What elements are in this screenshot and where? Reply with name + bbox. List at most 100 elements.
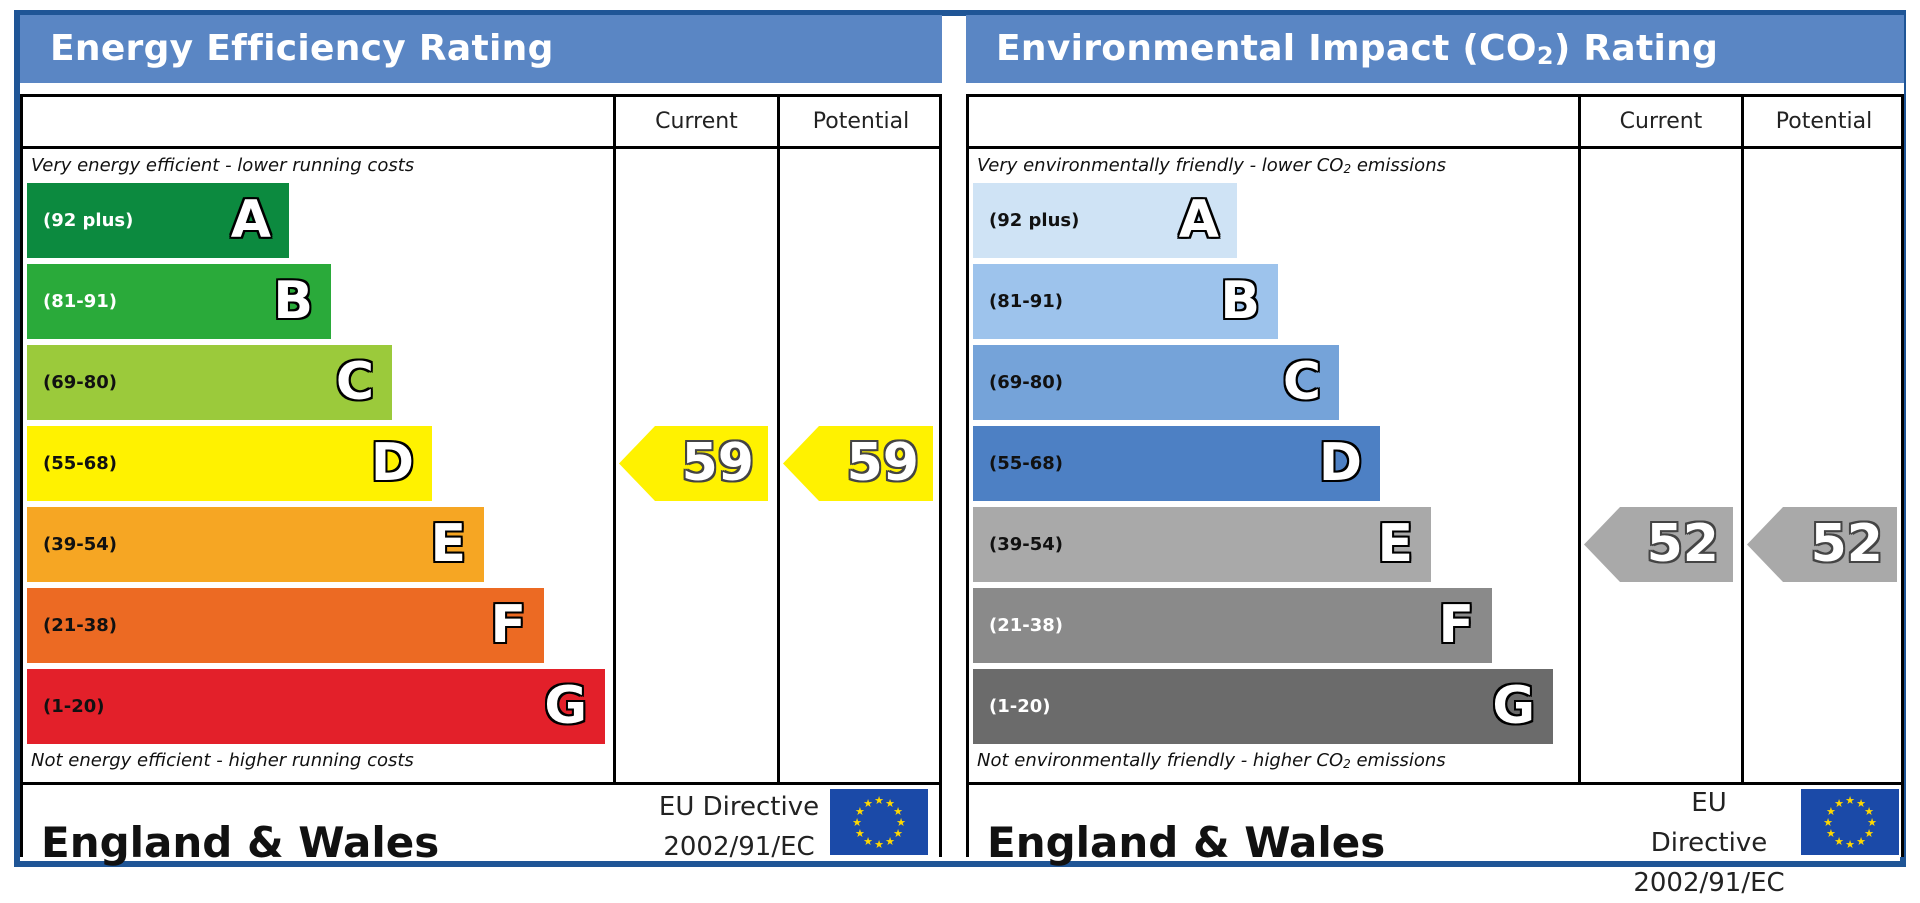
potential-rating-arrow: 59	[783, 426, 933, 501]
eu-star-icon: ★	[893, 828, 903, 840]
band-range-label: (69-80)	[989, 372, 1064, 393]
eu-star-icon: ★	[1845, 839, 1855, 851]
eu-directive-line2: 2002/91/EC	[1633, 868, 1785, 898]
band-letter-label: E	[430, 514, 466, 574]
rating-band-c: (69-80) C	[973, 345, 1339, 420]
band-range-label: (92 plus)	[43, 210, 134, 231]
potential-rating-value: 52	[1810, 514, 1883, 574]
eu-star-icon: ★	[1856, 798, 1866, 810]
eu-star-icon: ★	[1864, 828, 1874, 840]
band-range-label: (92 plus)	[989, 210, 1080, 231]
eu-directive-line2: 2002/91/EC	[663, 832, 815, 862]
band-letter-label: D	[370, 433, 414, 493]
eu-star-icon: ★	[1856, 836, 1866, 848]
band-range-label: (55-68)	[989, 453, 1064, 474]
band-letter-label: A	[1178, 190, 1219, 250]
eu-star-icon: ★	[896, 817, 906, 829]
band-letter-label: G	[544, 676, 587, 736]
eu-star-icon: ★	[1867, 817, 1877, 829]
current-rating-arrow: 52	[1584, 507, 1733, 582]
footer-region: England & Wales	[987, 818, 1386, 867]
band-range-label: (21-38)	[43, 615, 118, 636]
eu-star-icon: ★	[1834, 798, 1844, 810]
eu-star-icon: ★	[1826, 828, 1836, 840]
eu-star-icon: ★	[885, 836, 895, 848]
rating-band-d: (55-68) D	[27, 426, 432, 501]
rating-band-g: (1-20) G	[973, 669, 1553, 744]
current-arrow-shape	[1584, 507, 1733, 582]
current-column-header: Current	[655, 109, 738, 134]
band-range-label: (39-54)	[989, 534, 1064, 555]
potential-column-header: Potential	[812, 109, 910, 134]
rating-band-f: (21-38) F	[27, 588, 544, 663]
band-range-label: (21-38)	[989, 615, 1064, 636]
rating-band-a: (92 plus) A	[973, 183, 1237, 258]
current-rating-value: 52	[1646, 514, 1719, 574]
potential-column-header: Potential	[1775, 109, 1873, 134]
rating-band-b: (81-91) B	[27, 264, 331, 339]
band-range-label: (81-91)	[989, 291, 1064, 312]
band-range-label: (69-80)	[43, 372, 118, 393]
eu-star-icon: ★	[1834, 836, 1844, 848]
eu-star-icon: ★	[874, 795, 884, 807]
eu-star-icon: ★	[893, 806, 903, 818]
band-letter-label: B	[1220, 271, 1260, 331]
band-letter-label: G	[1492, 676, 1535, 736]
current-arrow-shape	[619, 426, 768, 501]
eu-flag-icon: ★ ★ ★ ★ ★ ★ ★ ★ ★ ★ ★ ★	[1801, 789, 1899, 855]
eu-star-icon: ★	[1845, 795, 1855, 807]
band-letter-label: B	[273, 271, 313, 331]
energy-efficiency-title: Energy Efficiency Rating	[20, 15, 942, 83]
potential-rating-arrow: 52	[1747, 507, 1897, 582]
current-column-header: Current	[1619, 109, 1703, 134]
current-rating-arrow: 59	[619, 426, 768, 501]
eu-directive: EU Directive 2002/91/EC	[1629, 783, 1789, 903]
band-letter-label: C	[335, 352, 374, 412]
band-letter-label: F	[1438, 595, 1474, 655]
energy-efficiency-panel: Energy Efficiency Rating Current Potenti…	[20, 15, 942, 867]
bottom-caption: Not environmentally friendly - higher CO…	[977, 750, 1446, 771]
rating-band-g: (1-20) G	[27, 669, 605, 744]
top-caption: Very environmentally friendly - lower CO…	[977, 155, 1446, 176]
footer-region: England & Wales	[41, 818, 440, 867]
band-letter-label: C	[1282, 352, 1321, 412]
current-rating-value: 59	[681, 433, 754, 493]
band-letter-label: F	[490, 595, 526, 655]
rating-band-c: (69-80) C	[27, 345, 392, 420]
rating-band-a: (92 plus) A	[27, 183, 289, 258]
environmental-impact-title: Environmental Impact (CO2) Rating	[966, 15, 1904, 83]
band-letter-label: E	[1377, 514, 1413, 574]
band-letter-label: A	[230, 190, 271, 250]
band-range-label: (81-91)	[43, 291, 118, 312]
eu-flag-icon: ★ ★ ★ ★ ★ ★ ★ ★ ★ ★ ★ ★	[830, 789, 928, 855]
eu-star-icon: ★	[1823, 817, 1833, 829]
environmental-impact-panel: Environmental Impact (CO2) Rating Curren…	[966, 15, 1904, 898]
potential-rating-value: 59	[846, 433, 919, 493]
rating-band-e: (39-54) E	[27, 507, 484, 582]
eu-star-icon: ★	[855, 828, 865, 840]
potential-arrow-shape	[783, 426, 933, 501]
potential-arrow-shape	[1747, 507, 1897, 582]
environmental-impact-grid: Current Potential Very environmentally f…	[966, 94, 1904, 898]
band-range-label: (1-20)	[989, 696, 1051, 717]
rating-band-f: (21-38) F	[973, 588, 1492, 663]
eu-directive-line1: EU Directive	[658, 792, 820, 822]
eu-star-icon: ★	[1864, 806, 1874, 818]
top-caption: Very energy efficient - lower running co…	[31, 155, 415, 176]
eu-directive-line1: EU Directive	[1650, 788, 1768, 858]
band-range-label: (1-20)	[43, 696, 105, 717]
eu-star-icon: ★	[852, 817, 862, 829]
eu-star-icon: ★	[874, 839, 884, 851]
band-letter-label: D	[1318, 433, 1362, 493]
rating-band-e: (39-54) E	[973, 507, 1431, 582]
bottom-caption: Not energy efficient - higher running co…	[31, 750, 414, 771]
eu-star-icon: ★	[863, 836, 873, 848]
energy-efficiency-grid: Current Potential Very energy efficient …	[20, 94, 942, 867]
eu-star-icon: ★	[863, 798, 873, 810]
band-range-label: (39-54)	[43, 534, 118, 555]
band-range-label: (55-68)	[43, 453, 118, 474]
rating-band-b: (81-91) B	[973, 264, 1278, 339]
eu-star-icon: ★	[1826, 806, 1836, 818]
eu-star-icon: ★	[885, 798, 895, 810]
eu-star-icon: ★	[855, 806, 865, 818]
